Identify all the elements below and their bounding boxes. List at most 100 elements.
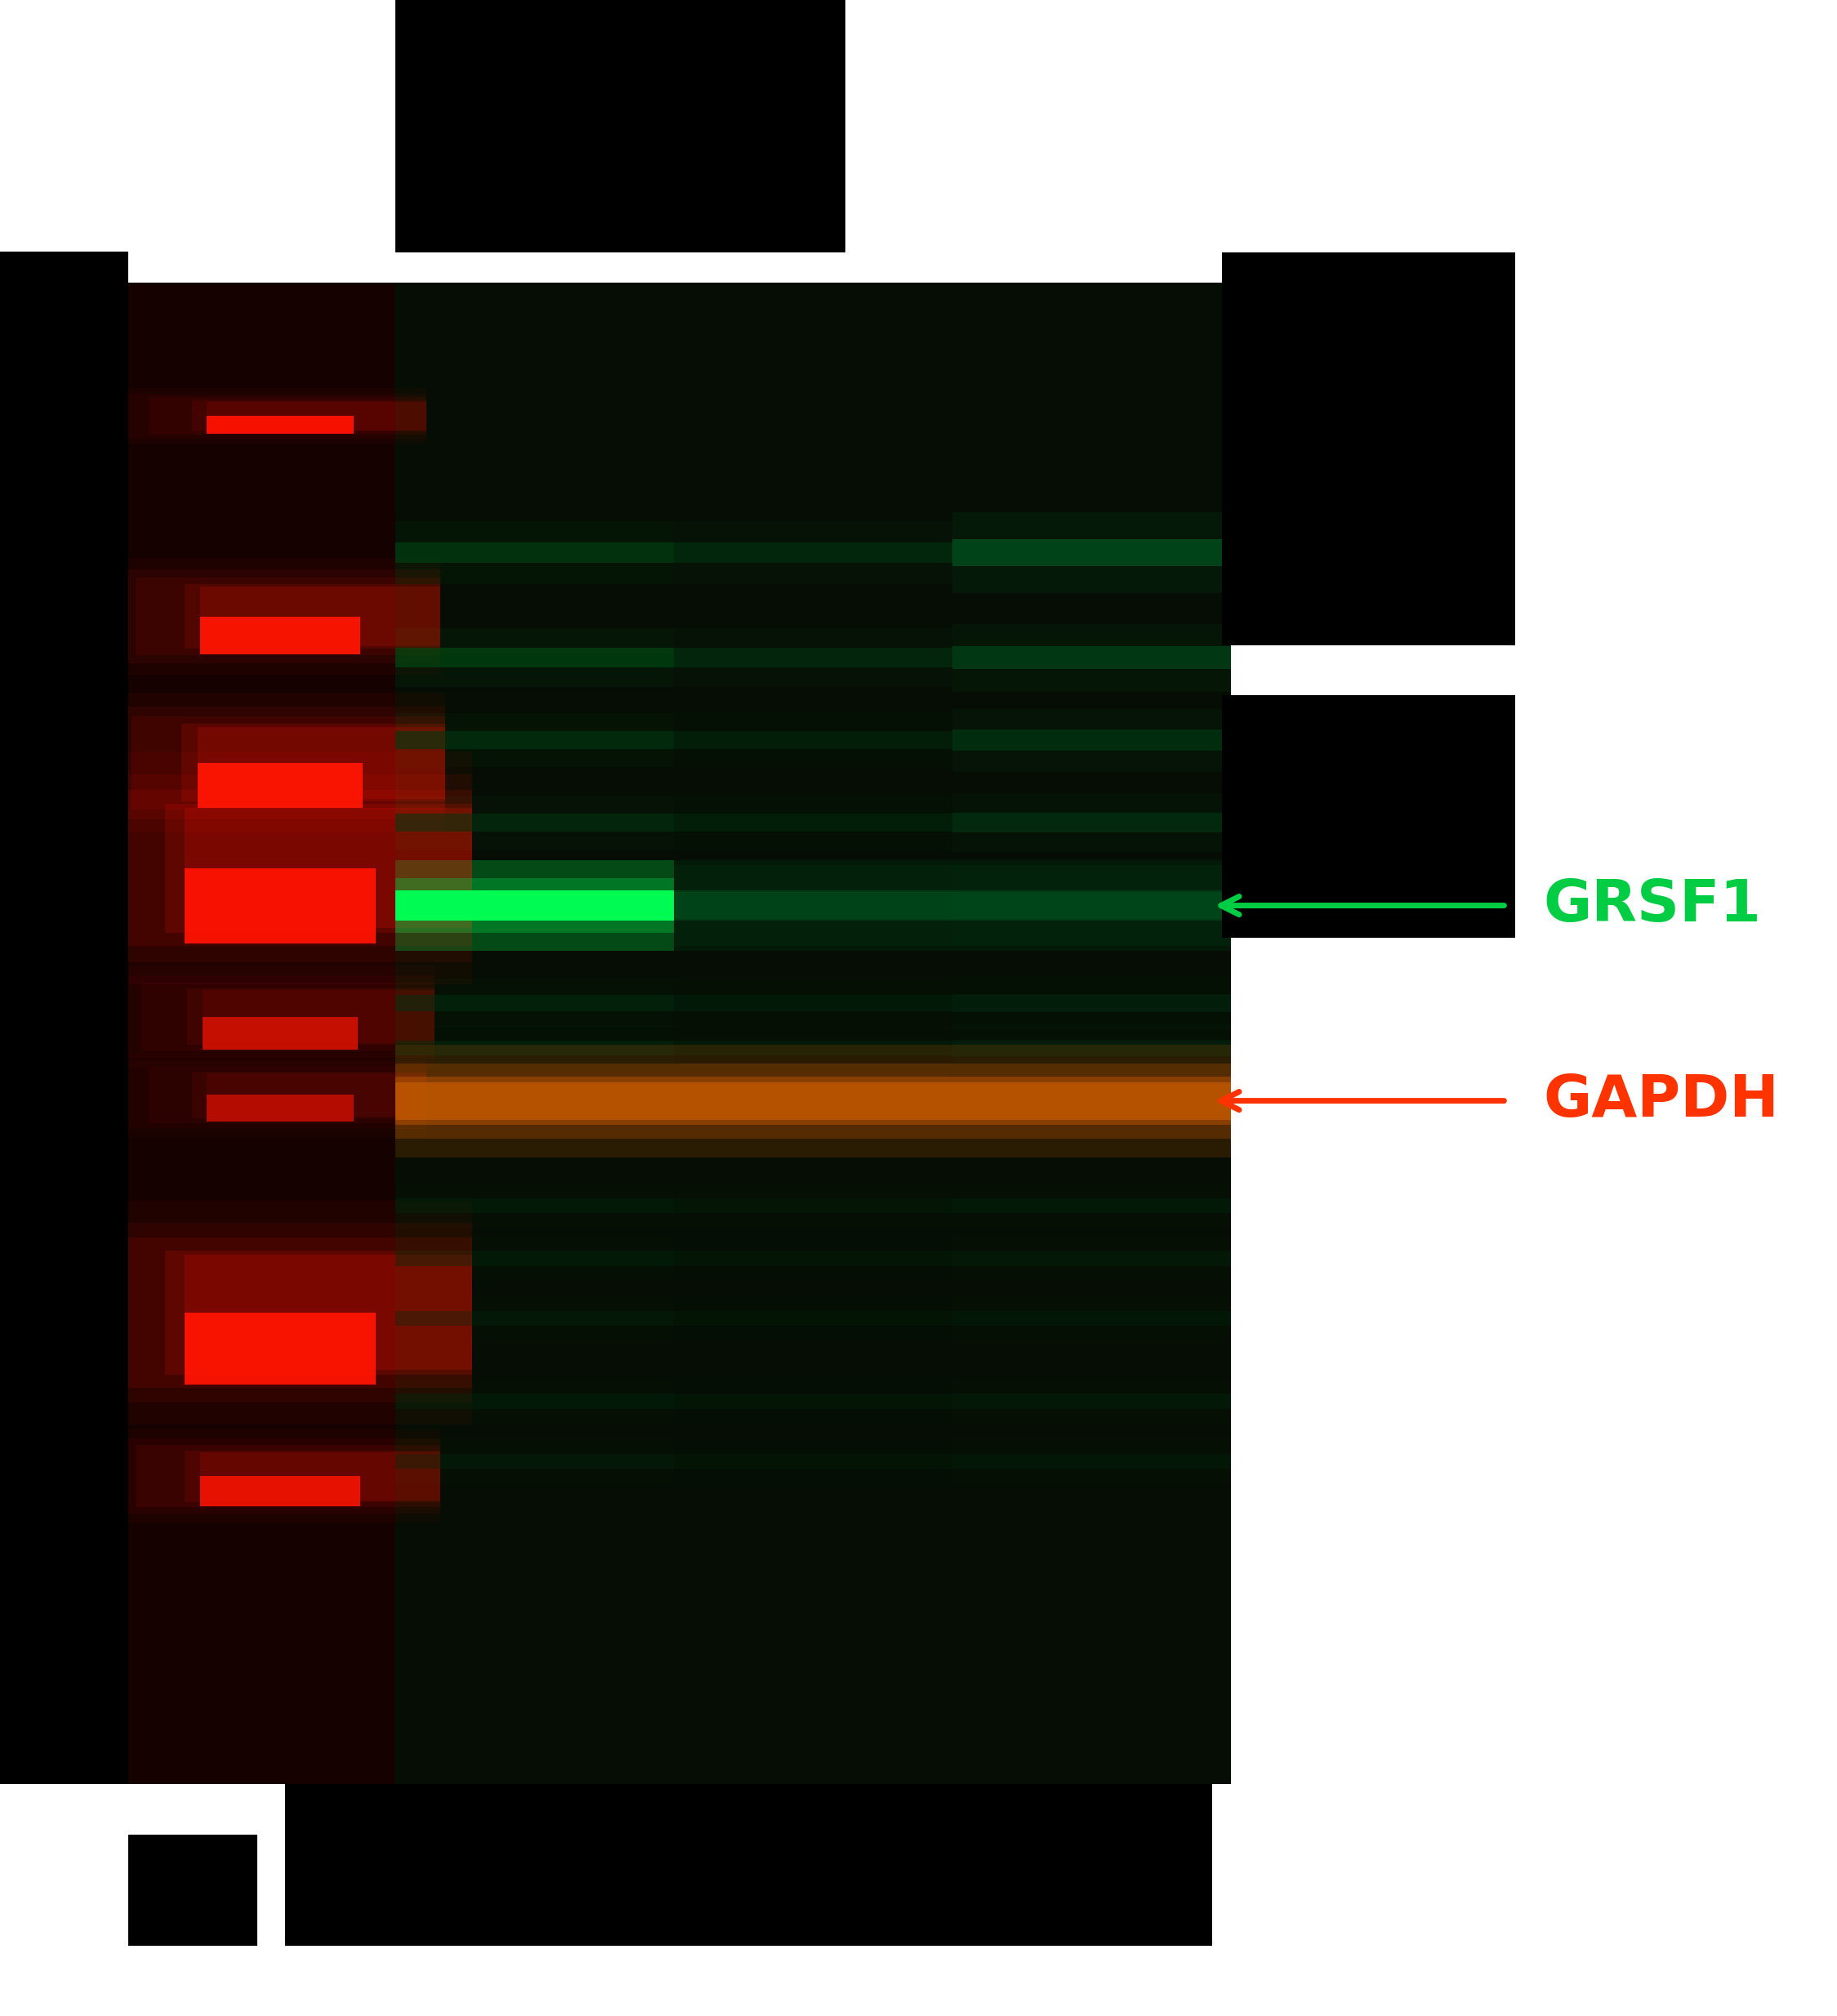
Bar — [395, 1198, 674, 1214]
Bar — [1222, 696, 1516, 937]
Bar — [674, 542, 952, 562]
Bar — [129, 282, 395, 1784]
Bar — [202, 990, 435, 1042]
Bar — [674, 865, 952, 946]
Bar — [40, 774, 472, 962]
Bar — [674, 714, 952, 768]
Text: GRSF1: GRSF1 — [1543, 877, 1762, 933]
Bar — [395, 1454, 674, 1470]
Bar — [97, 1060, 426, 1129]
Bar — [24, 387, 426, 444]
Bar — [952, 1024, 1231, 1073]
Bar — [198, 762, 362, 808]
Bar — [674, 1183, 952, 1228]
Bar — [395, 1379, 674, 1423]
Bar — [208, 415, 353, 433]
Bar — [0, 558, 441, 675]
Text: GAPDH: GAPDH — [1543, 1073, 1778, 1129]
Bar — [674, 1026, 952, 1070]
Bar — [952, 1310, 1231, 1327]
Bar — [129, 1835, 257, 1945]
Bar — [395, 647, 674, 667]
Bar — [674, 891, 952, 919]
Bar — [395, 861, 674, 952]
Bar — [674, 1198, 952, 1214]
Bar — [193, 401, 426, 431]
Bar — [136, 577, 441, 655]
Bar — [674, 861, 952, 952]
Bar — [395, 891, 674, 921]
Bar — [184, 1254, 472, 1371]
Bar — [395, 1026, 674, 1070]
Bar — [165, 1250, 472, 1375]
Bar — [674, 1379, 952, 1423]
Bar — [952, 976, 1231, 1030]
Bar — [208, 401, 426, 429]
Bar — [952, 1198, 1231, 1214]
Bar — [9, 966, 435, 1068]
Bar — [674, 1454, 952, 1470]
Bar — [674, 1296, 952, 1341]
Bar — [108, 1238, 472, 1387]
Bar — [952, 730, 1231, 750]
Bar — [952, 1379, 1231, 1423]
Bar — [395, 1077, 1231, 1125]
Bar — [674, 647, 952, 667]
Bar — [193, 1073, 426, 1119]
Bar — [395, 1310, 674, 1327]
Bar — [395, 1236, 674, 1280]
Bar — [952, 891, 1231, 921]
Bar — [198, 728, 445, 798]
Bar — [97, 393, 426, 437]
Bar — [108, 790, 472, 946]
Bar — [395, 732, 674, 750]
Bar — [674, 996, 952, 1012]
Bar — [395, 891, 674, 921]
Bar — [395, 282, 1231, 1784]
Bar — [952, 1393, 1231, 1409]
Bar — [952, 1236, 1231, 1280]
Bar — [952, 1183, 1231, 1228]
Bar — [952, 812, 1231, 833]
Bar — [395, 1062, 1231, 1139]
Bar — [0, 252, 129, 1784]
Bar — [952, 1040, 1231, 1056]
Bar — [200, 1476, 360, 1506]
Bar — [73, 706, 445, 818]
Bar — [395, 996, 674, 1012]
Bar — [200, 587, 441, 647]
Bar — [395, 861, 674, 952]
Bar — [208, 1095, 353, 1121]
Bar — [395, 1083, 1231, 1119]
Bar — [395, 978, 674, 1028]
Bar — [136, 1445, 441, 1508]
Bar — [952, 861, 1231, 952]
Bar — [285, 1784, 1212, 1945]
Bar — [952, 1296, 1231, 1341]
Bar — [395, 714, 674, 768]
Bar — [184, 585, 441, 649]
Bar — [952, 512, 1231, 593]
Bar — [952, 710, 1231, 772]
Bar — [182, 724, 445, 802]
Bar — [0, 1202, 472, 1423]
Bar — [395, 1296, 674, 1341]
Bar — [674, 1236, 952, 1280]
Bar — [395, 1439, 674, 1484]
Bar — [184, 869, 377, 943]
Bar — [86, 976, 435, 1058]
Bar — [395, 520, 674, 585]
Bar — [674, 814, 952, 833]
Bar — [952, 891, 1231, 919]
Bar — [0, 1429, 441, 1522]
Bar — [200, 1452, 441, 1500]
Bar — [395, 796, 674, 851]
Bar — [395, 1040, 674, 1056]
Bar — [395, 1393, 674, 1409]
Bar — [395, 542, 674, 562]
Bar — [184, 1312, 377, 1385]
Bar — [184, 808, 472, 927]
Bar — [952, 1252, 1231, 1266]
Bar — [184, 1450, 441, 1502]
Bar — [674, 978, 952, 1028]
